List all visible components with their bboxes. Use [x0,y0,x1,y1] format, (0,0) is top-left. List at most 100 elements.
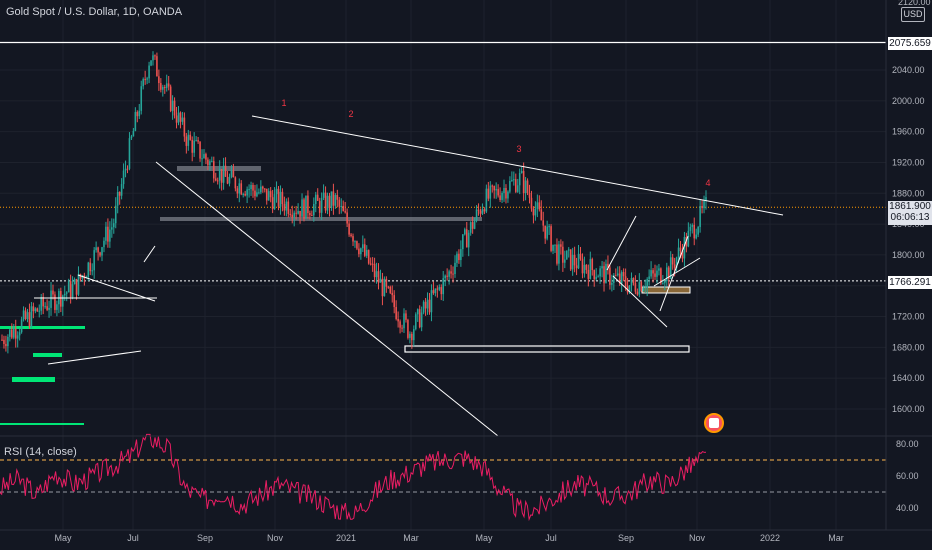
candle-body [214,178,217,181]
candle-body [475,209,478,221]
grid-lines [0,0,886,530]
candle-body [81,275,84,279]
candle-body [642,288,645,291]
candle-body [616,273,619,276]
candle-body [105,226,107,241]
currency-button[interactable]: USD [901,7,925,22]
candle-body [556,244,558,264]
candle-body [311,215,313,217]
candle-body [226,176,229,184]
trendline [612,275,668,328]
candle-body [209,161,211,166]
candle-body [293,212,295,218]
candle-body [32,306,35,312]
candle-body [575,265,578,269]
candle-body [230,170,233,177]
candle-body [67,281,70,293]
candle-body [546,226,548,239]
candle-body [542,220,545,226]
candle-body [124,168,127,171]
price-tick-label: 2040.00 [892,65,925,75]
candle-body [97,247,99,253]
candle-body [644,287,647,289]
candle-body [664,281,666,284]
candle-body [330,191,333,209]
candle-body [467,232,470,248]
candle-body [665,267,668,282]
candle-body [565,250,568,260]
candle-body [489,185,492,199]
candle-body [20,319,23,333]
candle-body [411,333,413,341]
candle-body [38,310,41,312]
time-tick-label: Mar [403,533,419,543]
candle-body [232,170,235,178]
candle-body [528,192,531,198]
candle-body [648,276,650,280]
candle-body [120,184,123,196]
candle-body [462,234,464,250]
candle-body [577,253,580,269]
candle-body [320,197,323,213]
key-level-lines [0,41,886,282]
candle-body [518,173,521,186]
candle-body [503,187,505,193]
candle-body [195,140,197,142]
candle-body [358,248,360,255]
wave-label-4: 4 [705,178,710,188]
annotation-zones [0,166,691,425]
candle-body [558,244,560,264]
time-tick-label: 2022 [760,533,780,543]
candle-body [18,332,21,336]
candle-body [444,275,446,279]
candle-body [548,226,550,228]
candle-body [579,253,582,259]
time-tick-label: Sep [618,533,634,543]
rsi-series [0,433,886,522]
candle-body [485,188,488,212]
candle-body [603,266,605,284]
trendline [77,274,156,302]
candle-body [93,250,95,271]
candle-body [650,270,652,277]
candle-body [342,206,345,212]
candle-body [11,329,13,338]
candle-body [234,177,237,189]
candle-body [350,234,352,237]
candle-body [532,208,535,216]
candle-body [205,154,207,160]
candle-body [403,313,405,329]
candle-body [491,185,494,187]
candle-body [75,279,78,295]
candle-body [513,179,515,181]
candle-body [593,270,596,280]
candle-body [613,275,615,283]
candle-body [573,254,576,266]
candle-body [662,283,664,285]
candle-body [689,226,692,231]
news-flag-icon[interactable] [704,413,724,433]
wave-label-1: 1 [281,98,286,108]
candle-body [456,253,458,263]
candle-body [201,158,203,160]
candle-body [89,262,92,272]
candle-body [220,169,223,183]
candle-body [381,278,384,297]
candle-body [697,226,699,235]
candle-body [193,140,195,153]
candle-body [569,249,572,270]
candle-body [144,79,146,81]
candle-body [338,199,341,207]
wave-label-2: 2 [348,109,353,119]
candlestick-series [1,51,707,354]
candle-body [424,301,427,309]
candle-body [258,192,260,194]
candle-body [65,292,68,294]
candle-body [601,266,603,269]
candle-body [705,197,707,201]
rsi-tick-label: 60.00 [896,471,919,481]
candle-body [40,296,43,311]
candle-body [367,250,370,264]
candle-body [497,189,499,196]
